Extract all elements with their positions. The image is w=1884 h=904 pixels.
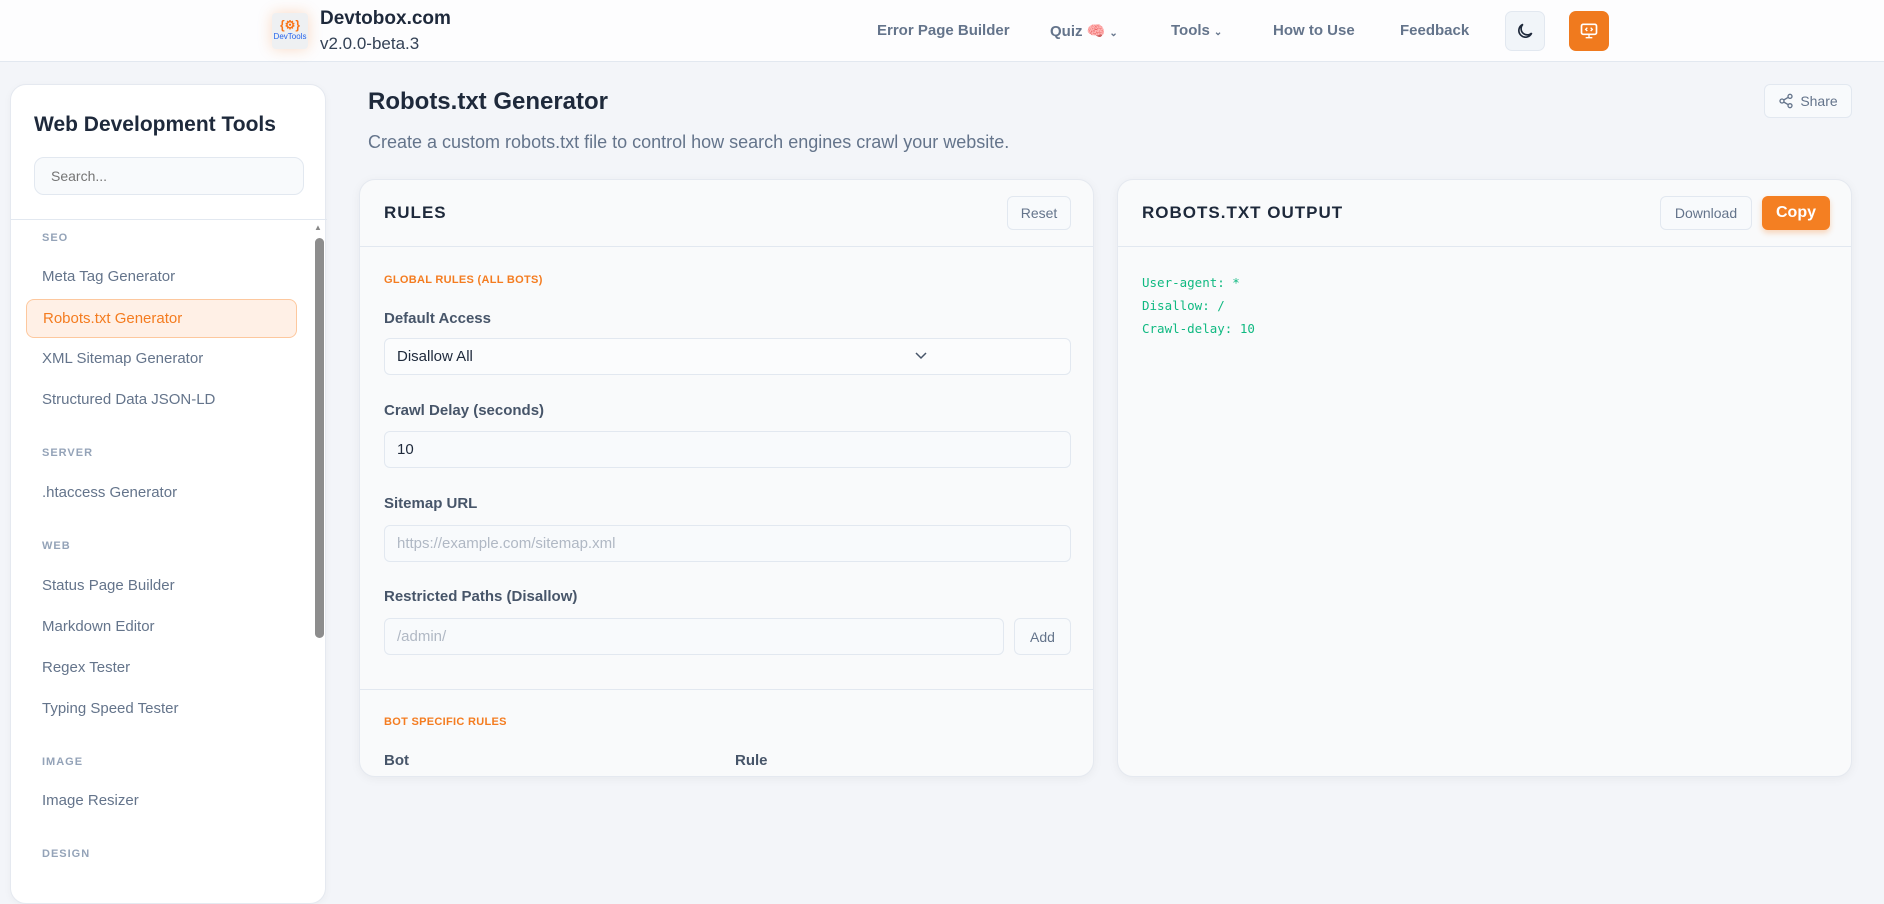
section-web: WEB bbox=[42, 540, 71, 552]
restricted-path-input[interactable]: /admin/ bbox=[384, 618, 1004, 655]
output-line: User-agent: * bbox=[1142, 275, 1240, 290]
nav-quiz[interactable]: Quiz 🧠 ⌄ bbox=[1050, 22, 1118, 40]
sidebar-item-regex-tester[interactable]: Regex Tester bbox=[42, 659, 131, 676]
nav-feedback[interactable]: Feedback bbox=[1400, 22, 1470, 39]
rules-card-header: RULES Reset bbox=[360, 180, 1093, 247]
brand-name[interactable]: Devtobox.com bbox=[320, 8, 451, 29]
sidebar-item-htaccess-generator[interactable]: .htaccess Generator bbox=[42, 484, 178, 501]
logo[interactable]: {⚙} DevTools bbox=[272, 13, 308, 49]
scroll-up-arrow[interactable]: ▲ bbox=[314, 223, 322, 232]
reset-button[interactable]: Reset bbox=[1007, 196, 1071, 230]
page-title: Robots.txt Generator bbox=[368, 88, 609, 115]
global-rules-label: GLOBAL RULES (ALL BOTS) bbox=[384, 274, 543, 286]
bot-specific-label: BOT SPECIFIC RULES bbox=[384, 716, 507, 728]
nav-quiz-label: Quiz 🧠 bbox=[1050, 23, 1106, 40]
default-access-label: Default Access bbox=[384, 310, 491, 327]
sidebar-item-status-page-builder[interactable]: Status Page Builder bbox=[42, 577, 175, 594]
output-line: Crawl-delay: 10 bbox=[1142, 321, 1255, 336]
section-server: SERVER bbox=[42, 447, 94, 459]
output-title: ROBOTS.TXT OUTPUT bbox=[1142, 203, 1344, 222]
nav-tools[interactable]: Tools ⌄ bbox=[1171, 22, 1222, 39]
output-line: Disallow: / bbox=[1142, 298, 1225, 313]
theme-toggle-button[interactable] bbox=[1505, 11, 1545, 51]
share-label: Share bbox=[1800, 93, 1838, 109]
divider bbox=[11, 219, 327, 220]
download-button[interactable]: Download bbox=[1660, 196, 1752, 230]
default-access-value: Disallow All bbox=[397, 348, 473, 365]
moon-icon bbox=[1518, 23, 1533, 38]
copy-button[interactable]: Copy bbox=[1762, 196, 1830, 230]
column-bot: Bot bbox=[384, 752, 409, 769]
monitor-code-icon bbox=[1580, 23, 1598, 39]
sidebar-item-robots-txt-generator[interactable]: Robots.txt Generator bbox=[26, 299, 297, 338]
column-rule: Rule bbox=[735, 752, 768, 769]
sidebar-item-image-resizer[interactable]: Image Resizer bbox=[42, 792, 139, 809]
section-image: IMAGE bbox=[42, 756, 84, 768]
sidebar-item-markdown-editor[interactable]: Markdown Editor bbox=[42, 618, 155, 635]
output-card: ROBOTS.TXT OUTPUT Download Copy User-age… bbox=[1117, 179, 1852, 777]
nav-tools-label: Tools bbox=[1171, 22, 1210, 39]
rules-title: RULES bbox=[384, 203, 447, 222]
output-card-header: ROBOTS.TXT OUTPUT Download Copy bbox=[1118, 180, 1851, 247]
rules-card: RULES Reset GLOBAL RULES (ALL BOTS) Defa… bbox=[359, 179, 1094, 777]
section-design: DESIGN bbox=[42, 848, 91, 860]
sidebar-item-structured-data[interactable]: Structured Data JSON-LD bbox=[42, 391, 216, 408]
chevron-down-icon bbox=[915, 352, 927, 360]
default-access-select[interactable]: Disallow All bbox=[384, 338, 1071, 375]
share-button[interactable]: Share bbox=[1764, 84, 1852, 118]
page-subtitle: Create a custom robots.txt file to contr… bbox=[368, 132, 1010, 152]
top-header: {⚙} DevTools Devtobox.com v2.0.0-beta.3 E… bbox=[0, 0, 1884, 62]
nav-error-page-builder[interactable]: Error Page Builder bbox=[877, 22, 1010, 39]
section-seo: SEO bbox=[42, 232, 69, 244]
sidebar-title: Web Development Tools bbox=[34, 113, 276, 136]
logo-text: DevTools bbox=[273, 32, 307, 41]
search-input[interactable] bbox=[34, 157, 304, 195]
crawl-delay-label: Crawl Delay (seconds) bbox=[384, 402, 545, 419]
scrollbar-thumb[interactable] bbox=[315, 238, 324, 638]
sitemap-url-label: Sitemap URL bbox=[384, 495, 478, 512]
sidebar-item-meta-tag-generator[interactable]: Meta Tag Generator bbox=[42, 268, 176, 285]
chevron-down-icon: ⌄ bbox=[1109, 28, 1118, 39]
sidebar: Web Development Tools SEO Meta Tag Gener… bbox=[10, 84, 327, 904]
chevron-down-icon: ⌄ bbox=[1213, 27, 1223, 38]
version: v2.0.0-beta.3 bbox=[320, 34, 420, 53]
divider bbox=[360, 689, 1093, 690]
sidebar-item-xml-sitemap-generator[interactable]: XML Sitemap Generator bbox=[42, 350, 204, 367]
share-icon bbox=[1779, 93, 1793, 109]
sitemap-url-input[interactable]: https://example.com/sitemap.xml bbox=[384, 525, 1071, 562]
crawl-delay-input[interactable]: 10 bbox=[384, 431, 1071, 468]
add-path-button[interactable]: Add bbox=[1014, 618, 1071, 655]
nav-how-to-use[interactable]: How to Use bbox=[1273, 22, 1355, 39]
restricted-paths-label: Restricted Paths (Disallow) bbox=[384, 588, 578, 605]
sidebar-item-typing-speed-tester[interactable]: Typing Speed Tester bbox=[42, 700, 179, 717]
monitor-button[interactable] bbox=[1569, 11, 1609, 51]
